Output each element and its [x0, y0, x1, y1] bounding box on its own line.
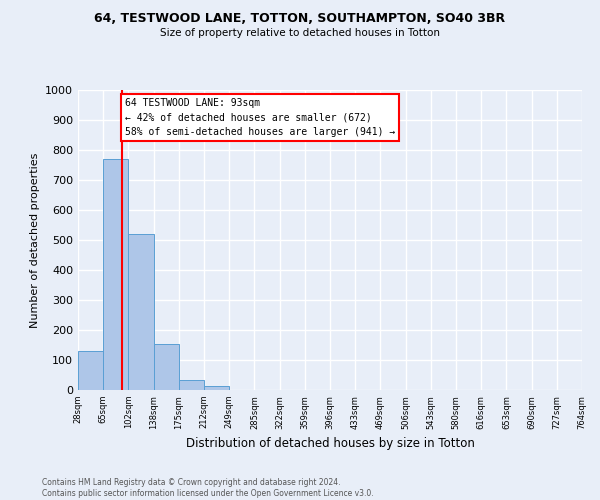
Bar: [204, 386, 229, 390]
Bar: [154, 344, 179, 390]
Text: Contains HM Land Registry data © Crown copyright and database right 2024.
Contai: Contains HM Land Registry data © Crown c…: [42, 478, 374, 498]
Bar: [78, 351, 103, 390]
Y-axis label: Number of detached properties: Number of detached properties: [29, 152, 40, 328]
Bar: [128, 234, 154, 390]
Text: 64 TESTWOOD LANE: 93sqm
← 42% of detached houses are smaller (672)
58% of semi-d: 64 TESTWOOD LANE: 93sqm ← 42% of detache…: [125, 98, 395, 137]
X-axis label: Distribution of detached houses by size in Totton: Distribution of detached houses by size …: [185, 437, 475, 450]
Text: Size of property relative to detached houses in Totton: Size of property relative to detached ho…: [160, 28, 440, 38]
Bar: [179, 380, 204, 390]
Bar: [103, 159, 128, 390]
Text: 64, TESTWOOD LANE, TOTTON, SOUTHAMPTON, SO40 3BR: 64, TESTWOOD LANE, TOTTON, SOUTHAMPTON, …: [94, 12, 506, 26]
